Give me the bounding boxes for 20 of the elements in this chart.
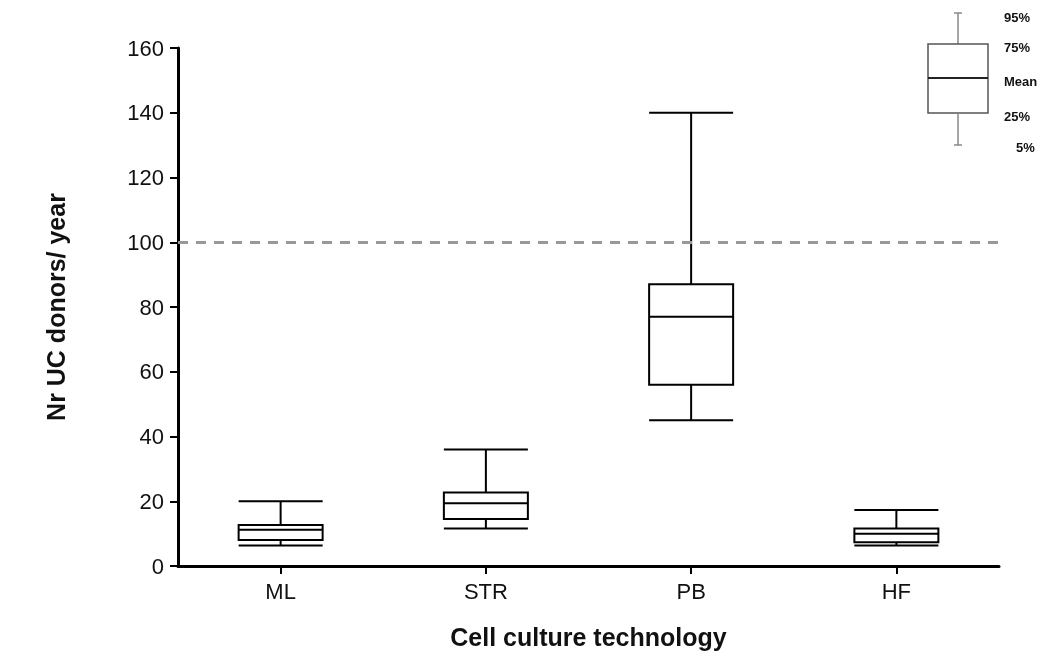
- y-tick-label: 0: [151, 553, 164, 579]
- y-tick-label: 60: [139, 359, 164, 385]
- text: 25%: [1004, 109, 1031, 124]
- text: 75%: [1004, 40, 1031, 55]
- x-tick-label: PB: [676, 578, 706, 604]
- y-tick-label: 20: [139, 488, 164, 514]
- x-tick-label: ML: [265, 578, 296, 604]
- y-tick-label: 160: [127, 35, 164, 61]
- y-tick-label: 40: [139, 424, 164, 449]
- x-tick-label: HF: [881, 578, 912, 604]
- y-axis-title: Nr UC donors/ year: [41, 192, 70, 421]
- y-tick-label: 80: [139, 294, 164, 320]
- text: Mean: [1004, 74, 1038, 89]
- y-tick-label: 120: [127, 165, 164, 190]
- text: 95%: [1004, 10, 1031, 25]
- text: 5%: [1016, 140, 1035, 155]
- x-axis-title: Cell culture technology: [450, 622, 727, 651]
- y-tick-label: 140: [127, 100, 164, 126]
- x-tick-label: STR: [463, 578, 508, 604]
- y-tick-label: 100: [127, 229, 164, 255]
